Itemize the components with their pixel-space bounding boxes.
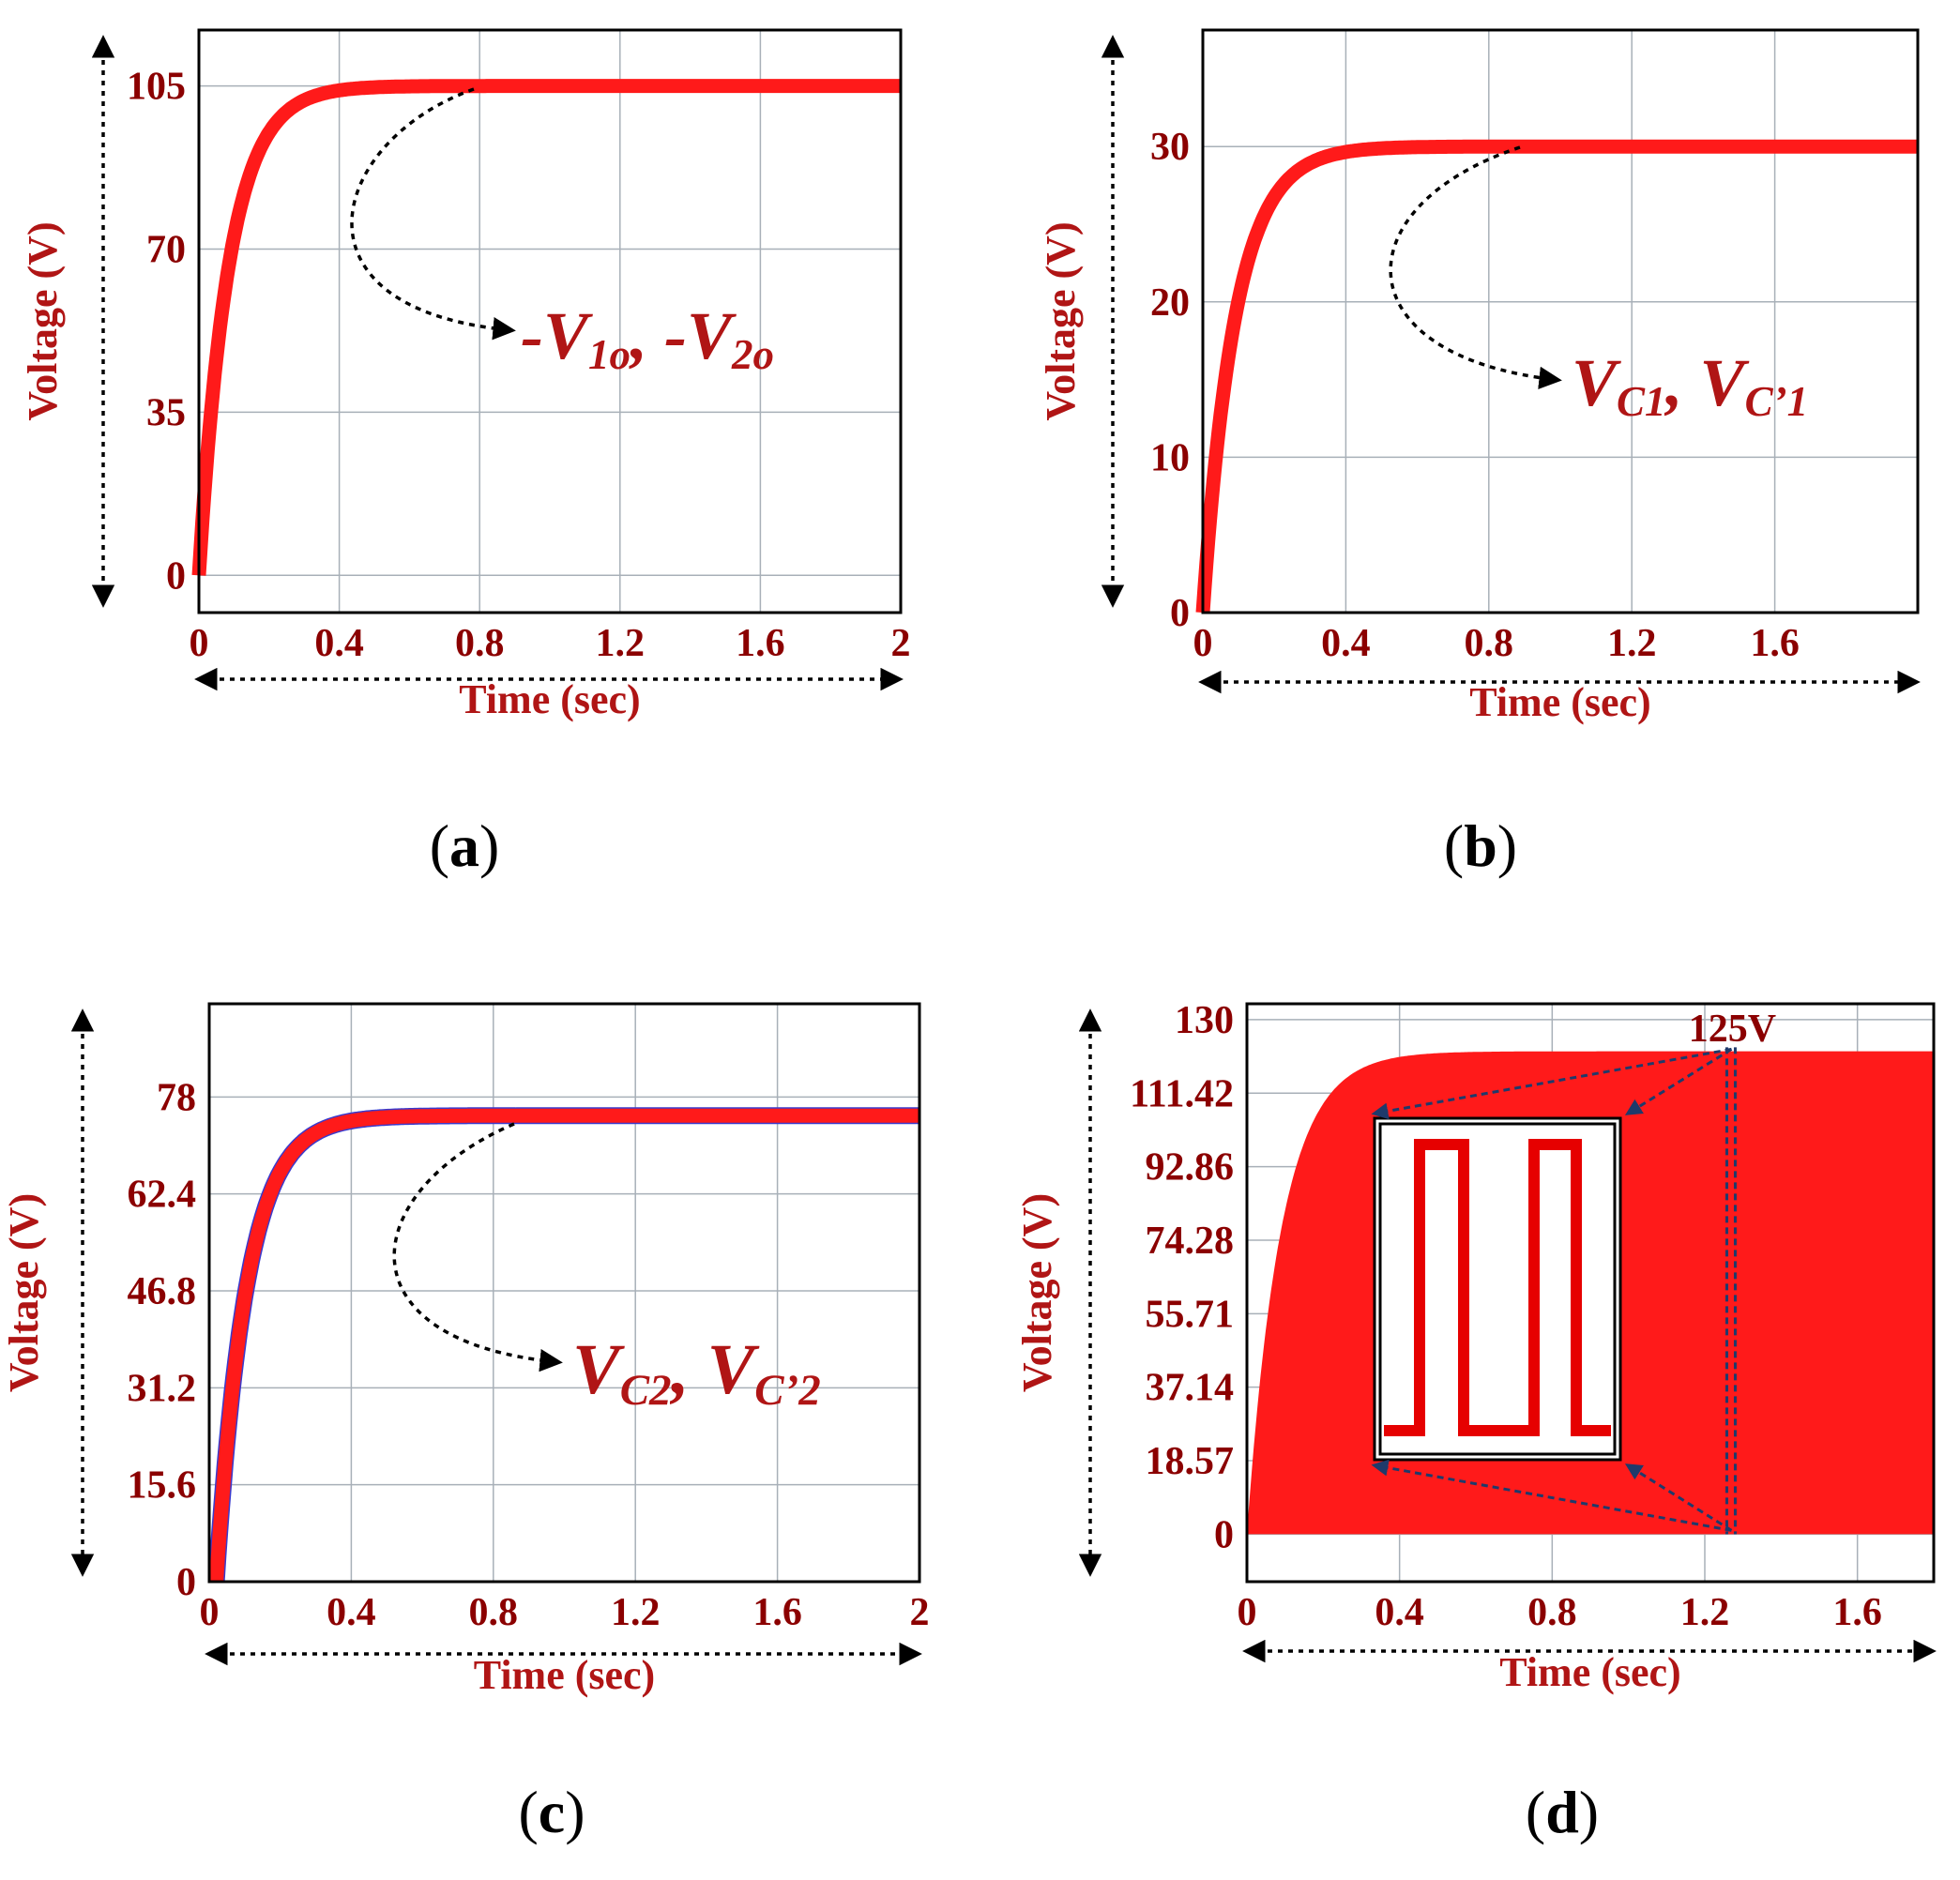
x-tick-label: 1.2 xyxy=(1607,622,1657,665)
x-tick-label: 0.4 xyxy=(1321,622,1371,665)
x-tick-label: 0.4 xyxy=(314,622,364,665)
x-tick-label: 1.2 xyxy=(1680,1591,1730,1634)
y-tick-label: 62.4 xyxy=(128,1174,197,1217)
caption-c: (c) xyxy=(518,1779,585,1845)
y-tick-label: 111.42 xyxy=(1130,1072,1234,1115)
zoom-pointer-arrow xyxy=(1371,1047,1732,1120)
caption-a: (a) xyxy=(429,812,500,879)
x-tick-label: 0 xyxy=(200,1591,220,1634)
y-tick-label: 20 xyxy=(1150,281,1190,325)
series-annotation: -V1o, -V2o xyxy=(521,298,774,378)
plot-frame xyxy=(1201,28,1920,614)
x-axis-label: Time (sec) xyxy=(459,676,640,722)
zoom-inset-inner-frame xyxy=(1378,1122,1617,1456)
annotation-arrow xyxy=(392,1122,563,1372)
x-tick-label: 2 xyxy=(910,1591,930,1634)
x-tick-label: 1.2 xyxy=(596,622,646,665)
annotation-arrow xyxy=(1389,145,1562,390)
series-line-outline xyxy=(207,1107,927,1583)
y-tick-label: 46.8 xyxy=(128,1270,197,1313)
y-tick-label: 35 xyxy=(146,391,186,434)
y-tick-label: 15.6 xyxy=(128,1464,197,1508)
zoom-pointer-arrow xyxy=(1624,1463,1733,1532)
x-axis-label: Time (sec) xyxy=(1469,679,1650,725)
x-axis-label: Time (sec) xyxy=(474,1652,655,1698)
y-tick-label: 0 xyxy=(1214,1513,1234,1556)
x-tick-label: 0 xyxy=(1238,1591,1257,1634)
plot-frame xyxy=(1245,1002,1936,1584)
x-tick-label: 0 xyxy=(1193,622,1213,665)
x-tick-label: 2 xyxy=(891,622,911,665)
x-axis-label: Time (sec) xyxy=(1499,1649,1680,1695)
y-tick-label: 0 xyxy=(1170,592,1190,635)
plot-frame xyxy=(207,1002,921,1584)
panel-d: 0 0.4 0.8 1.2 1.6 0 18.57 37.14 55.71 74.28 92.86 1… xyxy=(1014,999,1937,1695)
caption-c-letter: c xyxy=(538,1779,566,1845)
y-axis-label: Voltage (V) xyxy=(1014,1193,1060,1392)
y-tick-label: 0 xyxy=(176,1561,196,1604)
series-line xyxy=(209,1108,925,1583)
x-tick-label: 1.6 xyxy=(1832,1591,1882,1634)
x-tick-label: 0.8 xyxy=(455,622,505,665)
zoom-pointer-arrow xyxy=(1624,1048,1733,1115)
y-axis-label: Voltage (V) xyxy=(1,1193,47,1392)
x-tick-label: 0.8 xyxy=(1527,1591,1577,1634)
x-tick-label: 0.4 xyxy=(1375,1591,1424,1634)
annotation-arrow xyxy=(350,87,516,341)
x-tick-label: 1.6 xyxy=(736,622,785,665)
plot-frame xyxy=(197,28,903,614)
y-tick-label: 92.86 xyxy=(1146,1146,1235,1190)
caption-b-letter: b xyxy=(1464,812,1497,879)
y-tick-label: 74.28 xyxy=(1146,1220,1235,1263)
zoom-value-label: 125V xyxy=(1689,1008,1776,1051)
x-tick-label: 1.6 xyxy=(752,1591,802,1634)
x-tick-label: 1.2 xyxy=(611,1591,661,1634)
y-tick-label: 18.57 xyxy=(1146,1440,1235,1483)
series-annotation: VC2, VC’2 xyxy=(572,1330,821,1415)
panel-c: 0 0.4 0.8 1.2 1.6 2 0 15.6 31.2 46.8 62.4 78 Time (s… xyxy=(1,1002,930,1698)
caption-a-letter: a xyxy=(449,812,479,879)
x-tick-label: 0.4 xyxy=(327,1591,376,1634)
x-tick-label: 0.8 xyxy=(1465,622,1514,665)
x-tick-label: 0.8 xyxy=(469,1591,519,1634)
y-axis-label: Voltage (V) xyxy=(1038,221,1084,420)
series-line xyxy=(1195,139,1923,614)
y-tick-label: 78 xyxy=(157,1076,196,1119)
y-tick-label: 130 xyxy=(1175,999,1234,1042)
x-tick-label: 1.6 xyxy=(1750,622,1800,665)
y-tick-label: 105 xyxy=(127,66,186,109)
y-tick-label: 70 xyxy=(146,228,186,271)
panel-a: 0 0.4 0.8 1.2 1.6 2 0 35 70 105 Time (sec) Voltage … xyxy=(20,28,911,722)
y-tick-label: 10 xyxy=(1150,436,1190,479)
series-line xyxy=(191,79,906,576)
y-axis-label: Voltage (V) xyxy=(20,221,66,420)
caption-d-letter: d xyxy=(1545,1779,1579,1845)
y-tick-label: 37.14 xyxy=(1146,1367,1235,1410)
y-tick-label: 31.2 xyxy=(128,1367,197,1410)
y-tick-label: 30 xyxy=(1150,126,1190,169)
caption-d: (d) xyxy=(1525,1779,1600,1845)
zoom-pointer-arrow xyxy=(1371,1459,1732,1532)
series-annotation: VC1, VC’1 xyxy=(1572,345,1808,425)
zoom-inset xyxy=(1373,1116,1622,1462)
y-tick-label: 55.71 xyxy=(1146,1293,1235,1336)
zoom-square-wave xyxy=(1384,1139,1611,1436)
x-tick-label: 0 xyxy=(190,622,209,665)
y-tick-label: 0 xyxy=(166,554,186,598)
caption-b: (b) xyxy=(1443,812,1518,879)
panel-b: 0 0.4 0.8 1.2 1.6 0 10 20 30 Time (sec) Voltage (V… xyxy=(1038,28,1923,725)
